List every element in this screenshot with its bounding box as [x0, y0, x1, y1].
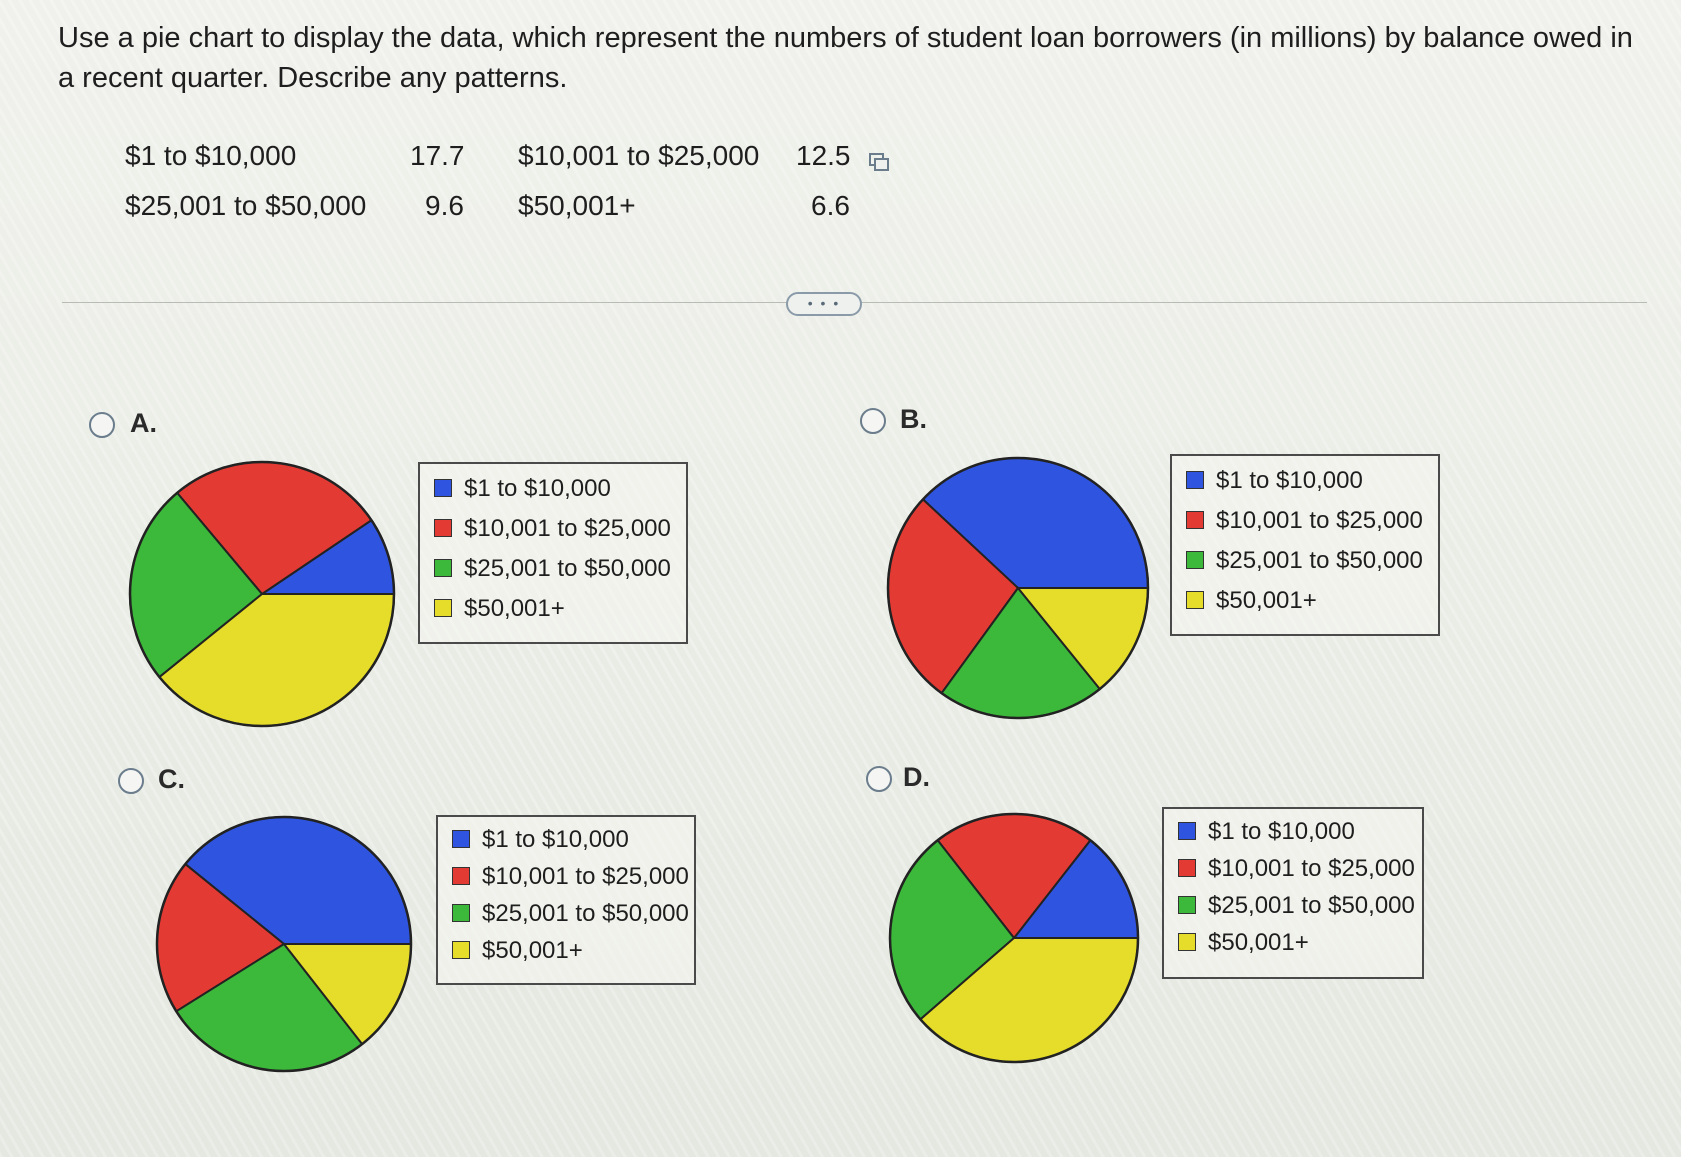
pie-chart-d	[888, 812, 1140, 1064]
legend-c-item-1: $1 to $10,000	[452, 825, 629, 855]
legend-c-item-3: $25,001 to $50,000	[452, 899, 689, 929]
table-value-3: 9.6	[425, 190, 464, 221]
legend-swatch-blue	[434, 478, 452, 497]
legend-a-item-1: $1 to $10,000	[434, 474, 611, 504]
legend-c-item-2: $10,001 to $25,000	[452, 862, 689, 892]
option-c-radio[interactable]	[118, 768, 144, 794]
pie-outline	[886, 456, 1150, 720]
legend-swatch-green	[452, 903, 470, 922]
legend-d: $1 to $10,000 $10,001 to $25,000 $25,001…	[1162, 807, 1424, 979]
legend-a-item-4: $50,001+	[434, 594, 565, 624]
legend-b: $1 to $10,000 $10,001 to $25,000 $25,001…	[1170, 454, 1440, 636]
table-label-4: $50,001+	[518, 190, 636, 221]
question-text: Use a pie chart to display the data, whi…	[58, 22, 1633, 94]
option-b-radio[interactable]	[860, 408, 886, 434]
pie-outline	[128, 460, 396, 728]
table-label-1: $1 to $10,000	[125, 140, 297, 171]
legend-swatch-blue	[1186, 470, 1204, 489]
expand-more-button[interactable]: • • •	[786, 292, 862, 316]
legend-a-item-3: $25,001 to $50,000	[434, 554, 671, 584]
legend-d-item-3: $25,001 to $50,000	[1178, 891, 1415, 921]
legend-swatch-red	[1186, 510, 1204, 529]
option-a-label: A.	[130, 408, 157, 438]
legend-swatch-green	[434, 558, 452, 577]
option-d-radio[interactable]	[866, 766, 892, 792]
option-b-label: B.	[900, 404, 927, 434]
legend-b-item-3: $25,001 to $50,000	[1186, 546, 1423, 576]
table-label-2: $10,001 to $25,000	[518, 140, 760, 171]
table-value-1: 17.7	[410, 140, 465, 171]
legend-swatch-green	[1186, 550, 1204, 569]
copy-data-icon[interactable]	[868, 150, 890, 172]
option-a-radio[interactable]	[89, 412, 115, 438]
legend-swatch-yellow	[1178, 932, 1196, 951]
legend-swatch-yellow	[452, 940, 470, 959]
pie-outline	[888, 812, 1140, 1064]
legend-d-item-2: $10,001 to $25,000	[1178, 854, 1415, 884]
legend-d-item-4: $50,001+	[1178, 928, 1309, 958]
legend-swatch-blue	[1178, 821, 1196, 840]
legend-c: $1 to $10,000 $10,001 to $25,000 $25,001…	[436, 815, 696, 985]
legend-swatch-blue	[452, 829, 470, 848]
legend-swatch-red	[452, 866, 470, 885]
legend-b-item-2: $10,001 to $25,000	[1186, 506, 1423, 536]
legend-d-item-1: $1 to $10,000	[1178, 817, 1355, 847]
legend-swatch-red	[434, 518, 452, 537]
table-label-3: $25,001 to $50,000	[125, 190, 367, 221]
table-value-2: 12.5	[796, 140, 851, 171]
option-d-label: D.	[903, 762, 930, 792]
legend-swatch-green	[1178, 895, 1196, 914]
table-value-4: 6.6	[811, 190, 850, 221]
pie-chart-b	[886, 456, 1150, 720]
legend-b-item-1: $1 to $10,000	[1186, 466, 1363, 496]
option-c-label: C.	[158, 764, 185, 794]
pie-chart-a	[128, 460, 396, 728]
legend-swatch-yellow	[1186, 590, 1204, 609]
legend-swatch-yellow	[434, 598, 452, 617]
legend-a-item-2: $10,001 to $25,000	[434, 514, 671, 544]
pie-outline	[155, 815, 413, 1073]
legend-swatch-red	[1178, 858, 1196, 877]
legend-c-item-4: $50,001+	[452, 936, 583, 966]
pie-chart-c	[155, 815, 413, 1073]
legend-a: $1 to $10,000 $10,001 to $25,000 $25,001…	[418, 462, 688, 644]
legend-b-item-4: $50,001+	[1186, 586, 1317, 616]
